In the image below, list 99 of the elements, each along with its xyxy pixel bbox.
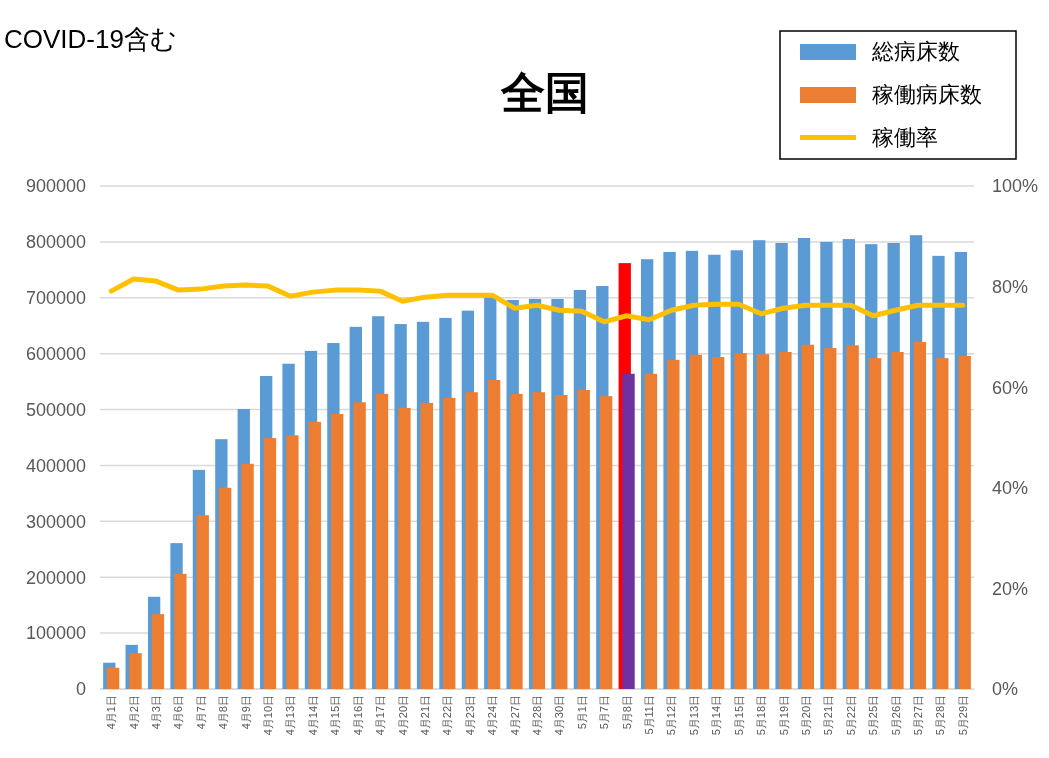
bar bbox=[151, 614, 165, 689]
x-tick-label: 4月27日 bbox=[508, 695, 521, 736]
bar bbox=[958, 355, 971, 689]
bar bbox=[824, 348, 837, 689]
y2-tick-label: 80% bbox=[992, 276, 1029, 297]
bar bbox=[555, 395, 568, 689]
x-tick-label: 4月9日 bbox=[239, 695, 252, 730]
x-tick-label: 5月11日 bbox=[643, 695, 656, 735]
x-tick-label: 4月14日 bbox=[306, 695, 319, 736]
y-tick-label: 300000 bbox=[25, 511, 86, 532]
y-tick-label: 400000 bbox=[25, 455, 86, 476]
bar bbox=[622, 373, 635, 689]
x-tick-label: 5月1日 bbox=[575, 695, 588, 730]
x-tick-label: 5月13日 bbox=[687, 695, 700, 736]
x-tick-label: 4月24日 bbox=[486, 695, 499, 736]
y-tick-label: 100000 bbox=[25, 623, 86, 644]
x-tick-label: 4月15日 bbox=[329, 695, 342, 736]
bar bbox=[936, 358, 949, 689]
y-tick-label: 200000 bbox=[25, 567, 86, 588]
y-tick-label: 900000 bbox=[25, 176, 86, 197]
bar bbox=[331, 414, 344, 689]
x-tick-label: 4月2日 bbox=[127, 695, 140, 730]
bar bbox=[420, 402, 434, 689]
y-tick-label: 600000 bbox=[25, 343, 86, 364]
x-tick-label: 4月23日 bbox=[463, 695, 476, 736]
x-tick-label: 5月22日 bbox=[844, 695, 857, 736]
y2-tick-label: 60% bbox=[992, 377, 1029, 398]
bar bbox=[487, 379, 501, 689]
x-tick-label: 4月8日 bbox=[217, 695, 230, 730]
bar bbox=[174, 573, 187, 689]
x-tick-label: 5月21日 bbox=[822, 695, 835, 736]
bar bbox=[734, 353, 747, 689]
bar bbox=[644, 373, 658, 689]
x-tick-label: 4月17日 bbox=[374, 695, 387, 736]
x-tick-label: 5月19日 bbox=[777, 695, 790, 736]
x-tick-label: 4月21日 bbox=[418, 695, 431, 736]
y-tick-label: 0 bbox=[75, 679, 86, 700]
x-tick-label: 5月15日 bbox=[732, 695, 745, 736]
bar bbox=[532, 392, 546, 689]
bar bbox=[868, 358, 882, 689]
x-tick-label: 5月8日 bbox=[620, 695, 633, 730]
bar bbox=[129, 653, 142, 689]
y-tick-label: 500000 bbox=[25, 399, 86, 420]
bar bbox=[353, 402, 366, 689]
x-tick-label: 4月6日 bbox=[172, 695, 185, 730]
bar bbox=[219, 487, 232, 689]
x-tick-label: 4月7日 bbox=[194, 695, 207, 730]
x-tick-label: 4月20日 bbox=[396, 695, 409, 736]
bar bbox=[196, 515, 209, 689]
bar bbox=[286, 435, 299, 689]
bar bbox=[801, 344, 814, 689]
bar bbox=[398, 407, 411, 689]
legend-label: 総病床数 bbox=[871, 39, 960, 64]
x-tick-label: 4月1日 bbox=[105, 695, 118, 730]
chart-title: 全国 bbox=[500, 68, 589, 117]
bar bbox=[241, 463, 254, 689]
bar bbox=[779, 351, 792, 689]
bar bbox=[913, 341, 927, 689]
x-tick-label: 4月10日 bbox=[262, 695, 275, 736]
x-tick-label: 4月3日 bbox=[150, 695, 163, 730]
bar bbox=[263, 438, 277, 689]
x-tick-label: 5月14日 bbox=[710, 695, 723, 736]
bar bbox=[689, 354, 702, 689]
x-tick-label: 5月27日 bbox=[911, 695, 924, 736]
y-tick-label: 800000 bbox=[25, 232, 86, 253]
legend-label: 稼働病床数 bbox=[872, 82, 982, 107]
y2-tick-label: 40% bbox=[992, 478, 1029, 499]
bar bbox=[756, 354, 770, 689]
y-tick-label: 700000 bbox=[25, 288, 86, 309]
bar bbox=[891, 351, 904, 689]
x-tick-label: 5月20日 bbox=[799, 695, 812, 736]
bar bbox=[846, 345, 859, 689]
bar bbox=[106, 667, 120, 689]
x-tick-label: 4月30日 bbox=[553, 695, 566, 736]
bar bbox=[510, 393, 523, 689]
bar bbox=[577, 389, 590, 689]
bar bbox=[443, 397, 456, 689]
text: COVID-19含む bbox=[4, 24, 177, 54]
x-tick-label: 4月16日 bbox=[351, 695, 364, 736]
x-tick-label: 4月28日 bbox=[531, 695, 543, 736]
x-tick-label: 5月25日 bbox=[867, 695, 880, 736]
bar bbox=[712, 357, 725, 689]
y2-tick-label: 20% bbox=[992, 578, 1029, 599]
bar bbox=[667, 359, 680, 689]
x-tick-label: 5月18日 bbox=[755, 695, 768, 736]
x-tick-label: 5月28日 bbox=[934, 695, 947, 736]
bar bbox=[599, 396, 613, 689]
bar bbox=[308, 421, 321, 689]
y2-tick-label: 100% bbox=[992, 176, 1039, 197]
x-tick-label: 5月7日 bbox=[598, 695, 611, 730]
bar bbox=[375, 393, 389, 689]
bar bbox=[465, 392, 478, 689]
x-tick-label: 5月12日 bbox=[665, 695, 678, 736]
legend-label: 稼働率 bbox=[872, 125, 938, 150]
x-tick-label: 4月13日 bbox=[284, 695, 297, 736]
y2-tick-label: 0% bbox=[992, 679, 1019, 700]
x-tick-label: 5月29日 bbox=[956, 695, 969, 736]
x-tick-label: 4月22日 bbox=[441, 695, 454, 736]
x-tick-label: 5月26日 bbox=[889, 695, 902, 736]
